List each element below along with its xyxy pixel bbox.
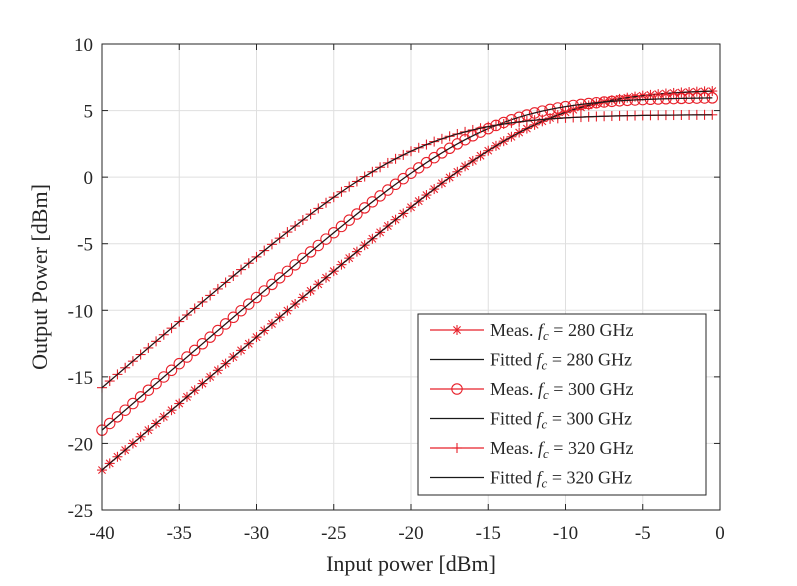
legend-label: Meas. fc = 280 GHz [490, 320, 633, 343]
data-point [382, 184, 394, 196]
series-line [101, 90, 713, 471]
legend-entry: Meas. fc = 280 GHz [430, 320, 633, 343]
series-5-fitted [101, 114, 713, 389]
legend-label: Meas. fc = 320 GHz [490, 438, 633, 461]
data-point [212, 324, 224, 337]
data-point [258, 285, 270, 297]
x-axis-label: Input power [dBm] [326, 551, 496, 576]
x-tick-label: -10 [553, 523, 578, 544]
data-point [281, 265, 294, 278]
data-point [158, 371, 170, 383]
data-point [235, 304, 247, 317]
data-point [304, 246, 317, 258]
data-point [320, 233, 332, 245]
data-point [250, 291, 263, 304]
x-tick-label: -30 [244, 523, 269, 544]
data-point [327, 226, 340, 239]
data-point [134, 391, 147, 403]
legend: Meas. fc = 280 GHz Fitted fc = 280 GHz Mea… [417, 313, 707, 496]
data-point [335, 220, 348, 233]
y-tick-label: -20 [68, 434, 93, 455]
legend-marker [451, 383, 463, 395]
series-line [101, 97, 713, 431]
data-point [196, 338, 209, 350]
data-point [297, 252, 309, 265]
data-point [181, 351, 193, 363]
y-tick-label: -5 [77, 235, 93, 256]
y-axis-label: Output Power [dBm] [27, 184, 52, 370]
y-tick-label: -25 [68, 501, 93, 522]
data-point [142, 384, 155, 396]
x-tick-label: -5 [635, 523, 651, 544]
data-point [273, 272, 286, 284]
y-tick-label: 5 [84, 102, 94, 123]
data-point [119, 404, 131, 416]
data-point [397, 172, 410, 185]
data-point [405, 167, 417, 179]
data-point [204, 331, 216, 343]
series-layer [96, 86, 719, 476]
data-point [389, 178, 402, 191]
data-point [490, 119, 502, 132]
data-point [165, 364, 178, 377]
data-point [412, 162, 425, 174]
legend-marker [452, 325, 462, 335]
y-tick-label: -10 [68, 301, 93, 322]
x-tick-label: -35 [167, 523, 192, 544]
series-line [101, 114, 713, 389]
data-point [575, 98, 587, 111]
legend-entry: Fitted fc = 300 GHz [430, 409, 632, 432]
data-point [358, 202, 371, 214]
data-point [289, 259, 301, 271]
legend-label: Fitted fc = 280 GHz [490, 350, 632, 373]
data-point [366, 196, 379, 208]
x-tick-label: -15 [476, 523, 501, 544]
data-point [559, 100, 572, 113]
data-point [227, 311, 240, 324]
ticks-layer [101, 43, 721, 511]
legend-entry: Meas. fc = 300 GHz [430, 379, 633, 402]
data-point [111, 411, 124, 423]
y-tick-label: 0 [84, 168, 94, 189]
data-point [150, 377, 162, 390]
data-point [567, 99, 579, 112]
legend-entry: Fitted fc = 320 GHz [430, 468, 632, 491]
x-tick-label: 0 [715, 523, 725, 544]
legend-entry: Fitted fc = 280 GHz [430, 350, 632, 373]
data-point [552, 102, 564, 114]
data-point [127, 397, 139, 410]
legend-label: Fitted fc = 300 GHz [490, 409, 632, 432]
legend-marker [452, 443, 462, 453]
data-point [188, 344, 201, 357]
data-point [266, 278, 278, 291]
data-point [374, 190, 386, 202]
legend-entry: Meas. fc = 320 GHz [430, 438, 633, 461]
series-3-fitted [101, 97, 713, 431]
data-point [343, 214, 355, 226]
legend-label: Fitted fc = 320 GHz [490, 468, 632, 491]
data-point [312, 239, 325, 252]
y-tick-label: -15 [68, 368, 93, 389]
data-point [173, 357, 186, 370]
tick-labels-layer: -40 -35 -30 -25 -20 -15 -10 -5 0 -25 -20 -15 -10 -5 0 5… [68, 35, 725, 544]
data-point [103, 417, 116, 430]
x-tick-label: -20 [398, 523, 423, 544]
x-tick-label: -25 [321, 523, 346, 544]
legend-label: Meas. fc = 300 GHz [490, 379, 633, 402]
x-tick-label: -40 [89, 523, 114, 544]
legend-box [417, 313, 707, 496]
y-tick-label: 10 [74, 35, 93, 56]
data-point [219, 318, 232, 330]
data-point [243, 298, 255, 310]
data-point [351, 208, 363, 220]
series-1-fitted [101, 90, 713, 471]
